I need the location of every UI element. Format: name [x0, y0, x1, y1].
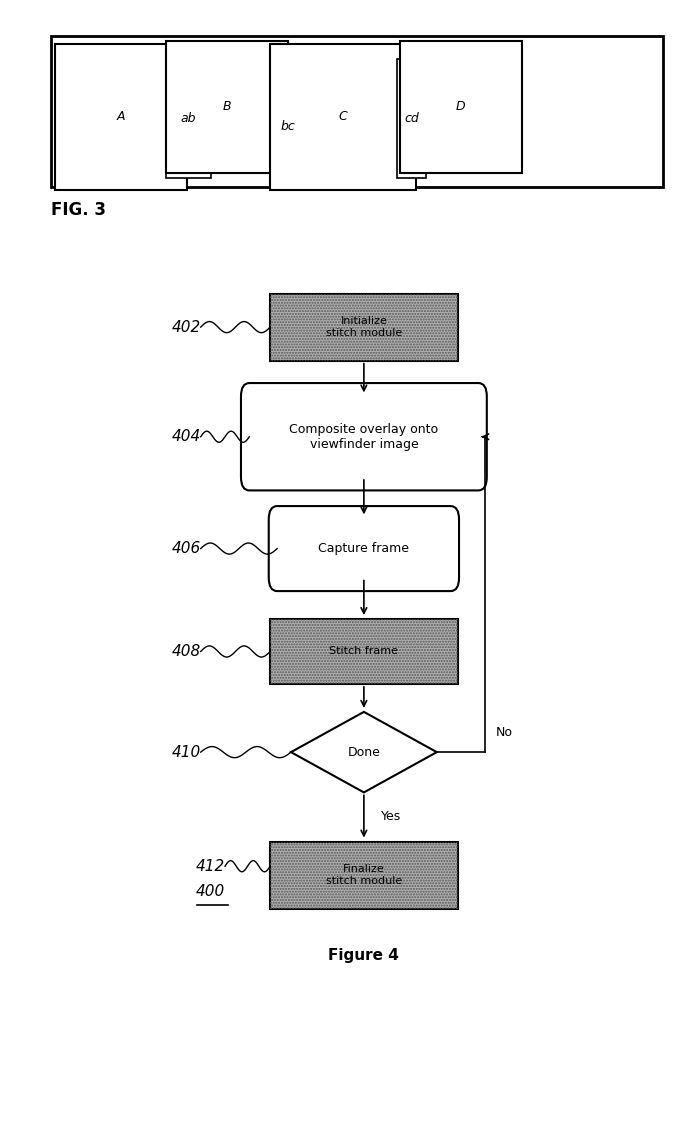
Text: A: A — [117, 110, 125, 124]
FancyBboxPatch shape — [241, 383, 486, 490]
Bar — [270, 293, 458, 361]
Bar — [400, 40, 522, 173]
Bar — [270, 619, 458, 683]
Bar — [51, 36, 662, 188]
Text: No: No — [496, 726, 513, 738]
Text: Stitch frame: Stitch frame — [330, 646, 398, 656]
Bar — [166, 40, 288, 173]
Text: 406: 406 — [172, 541, 201, 556]
Bar — [166, 58, 211, 179]
Text: Initialize
stitch module: Initialize stitch module — [326, 316, 402, 338]
FancyBboxPatch shape — [269, 506, 459, 591]
Text: Finalize
stitch module: Finalize stitch module — [326, 864, 402, 886]
Text: ab: ab — [181, 112, 196, 125]
Text: 408: 408 — [172, 644, 201, 659]
Text: Figure 4: Figure 4 — [328, 948, 399, 963]
Bar — [270, 842, 458, 908]
Text: Capture frame: Capture frame — [318, 542, 409, 555]
Text: 404: 404 — [172, 429, 201, 444]
Bar — [270, 44, 416, 190]
Text: bc: bc — [281, 120, 295, 133]
Text: 400: 400 — [196, 885, 225, 899]
Text: Composite overlay onto
viewfinder image: Composite overlay onto viewfinder image — [289, 423, 438, 451]
Bar — [55, 44, 187, 190]
Text: Yes: Yes — [382, 810, 402, 823]
Bar — [270, 842, 458, 908]
Bar — [397, 58, 426, 179]
Text: 410: 410 — [172, 744, 201, 760]
Text: cd: cd — [405, 112, 419, 125]
Bar — [270, 66, 307, 187]
Polygon shape — [291, 711, 437, 792]
Bar — [270, 293, 458, 361]
Text: Done: Done — [347, 745, 380, 759]
Text: FIG. 3: FIG. 3 — [51, 201, 106, 219]
Bar — [270, 619, 458, 683]
Text: 412: 412 — [196, 859, 225, 873]
Text: D: D — [456, 100, 466, 114]
Text: 402: 402 — [172, 319, 201, 335]
Text: C: C — [339, 110, 347, 124]
Text: B: B — [223, 100, 231, 114]
